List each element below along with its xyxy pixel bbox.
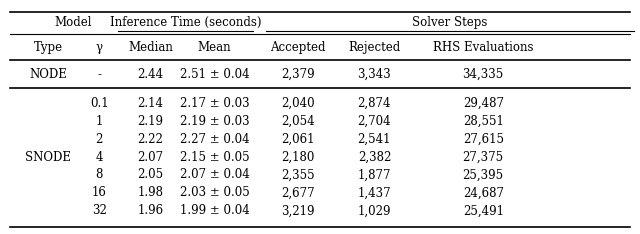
Text: 0.1: 0.1 [90,97,109,110]
Text: 2.19: 2.19 [138,115,163,128]
Text: 32: 32 [92,204,107,217]
Text: Mean: Mean [198,41,231,54]
Text: Rejected: Rejected [348,41,401,54]
Text: 2,180: 2,180 [281,150,314,164]
Text: 34,335: 34,335 [463,68,504,81]
Text: 25,395: 25,395 [463,168,504,181]
Text: 2.27 ± 0.04: 2.27 ± 0.04 [180,133,249,146]
Text: 1: 1 [95,115,103,128]
Text: 2,382: 2,382 [358,150,391,164]
Text: 27,375: 27,375 [463,150,504,164]
Text: 2,054: 2,054 [281,115,314,128]
Text: 2.14: 2.14 [138,97,163,110]
Text: Median: Median [128,41,173,54]
Text: 2,040: 2,040 [281,97,314,110]
Text: 2,061: 2,061 [281,133,314,146]
Text: γ: γ [96,41,102,54]
Text: Accepted: Accepted [270,41,325,54]
Text: 2,704: 2,704 [358,115,391,128]
Text: 1,437: 1,437 [358,186,391,199]
Text: 24,687: 24,687 [463,186,504,199]
Text: 1.98: 1.98 [138,186,163,199]
Text: 3,343: 3,343 [358,68,391,81]
Text: 2,874: 2,874 [358,97,391,110]
Text: 2.07 ± 0.04: 2.07 ± 0.04 [180,168,249,181]
Text: 2.07: 2.07 [138,150,163,164]
Text: 1,877: 1,877 [358,168,391,181]
Text: 1.96: 1.96 [138,204,163,217]
Text: Inference Time (seconds): Inference Time (seconds) [110,16,261,29]
Text: 2.17 ± 0.03: 2.17 ± 0.03 [180,97,249,110]
Text: NODE: NODE [29,68,67,81]
Text: -: - [97,68,101,81]
Text: Model: Model [55,16,92,29]
Text: 3,219: 3,219 [281,204,314,217]
Text: 27,615: 27,615 [463,133,504,146]
Text: 2: 2 [95,133,103,146]
Text: 16: 16 [92,186,107,199]
Text: 2,355: 2,355 [281,168,314,181]
Text: 28,551: 28,551 [463,115,504,128]
Text: 2,677: 2,677 [281,186,314,199]
Text: 2.44: 2.44 [138,68,163,81]
Text: 1.99 ± 0.04: 1.99 ± 0.04 [180,204,249,217]
Text: 2,541: 2,541 [358,133,391,146]
Text: SNODE: SNODE [25,150,71,164]
Text: 2.03 ± 0.05: 2.03 ± 0.05 [180,186,249,199]
Text: 25,491: 25,491 [463,204,504,217]
Text: 1,029: 1,029 [358,204,391,217]
Text: RHS Evaluations: RHS Evaluations [433,41,534,54]
Text: 29,487: 29,487 [463,97,504,110]
Text: 8: 8 [95,168,103,181]
Text: Solver Steps: Solver Steps [412,16,487,29]
Text: 2.15 ± 0.05: 2.15 ± 0.05 [180,150,249,164]
Text: Type: Type [33,41,63,54]
Text: 4: 4 [95,150,103,164]
Text: 2.22: 2.22 [138,133,163,146]
Text: 2,379: 2,379 [281,68,314,81]
Text: 2.19 ± 0.03: 2.19 ± 0.03 [180,115,249,128]
Text: 2.51 ± 0.04: 2.51 ± 0.04 [180,68,249,81]
Text: 2.05: 2.05 [138,168,163,181]
